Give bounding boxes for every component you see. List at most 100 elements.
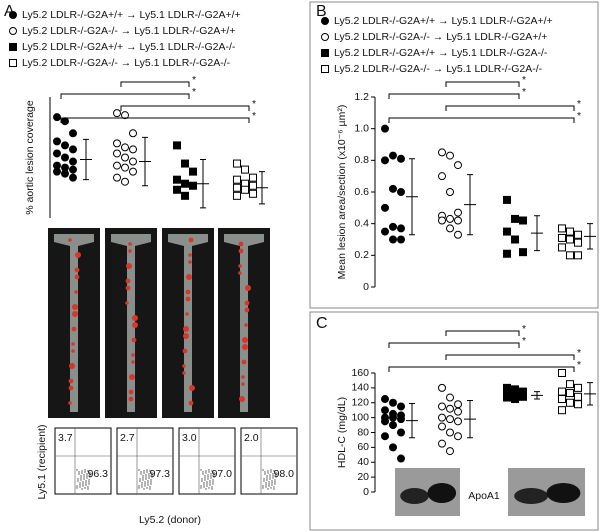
cell-dot	[143, 470, 145, 472]
cell-dot	[269, 476, 271, 478]
data-point	[511, 235, 519, 244]
cell-dot	[143, 488, 145, 490]
lesion-spot	[245, 285, 251, 291]
cell-dot	[274, 481, 276, 483]
data-point	[53, 167, 61, 176]
cell-dot	[140, 471, 142, 473]
significance-star: *	[577, 347, 581, 359]
cell-dot	[270, 469, 272, 471]
significance-star: *	[577, 98, 581, 110]
flow-lower-value: 96.3	[88, 468, 109, 480]
cell-dot	[81, 488, 83, 490]
lesion-spot	[182, 364, 186, 368]
cell-dot	[87, 470, 89, 472]
lesion-spot	[128, 249, 132, 253]
cell-dot	[270, 487, 272, 489]
cell-dot	[201, 478, 203, 480]
cell-dot	[204, 477, 206, 479]
lesion-spot	[182, 371, 186, 375]
legend-marker	[321, 65, 329, 73]
cell-dot	[210, 473, 212, 475]
lesion-spot	[182, 348, 188, 354]
inset-label: ApoA1	[468, 490, 500, 502]
data-point	[233, 183, 241, 192]
cell-dot	[267, 488, 269, 490]
cell-dot	[275, 476, 277, 478]
cell-dot	[203, 486, 205, 488]
cell-dot	[270, 471, 272, 473]
data-point	[233, 175, 241, 184]
lesion-spot	[188, 260, 192, 264]
lesion-spot	[188, 253, 192, 257]
cell-dot	[77, 480, 79, 482]
flow-upper-value: 2.7	[120, 432, 135, 444]
significance-bracket	[120, 105, 250, 111]
aorta-vessel	[224, 234, 264, 412]
data-point	[446, 393, 454, 402]
cell-dot	[81, 472, 83, 474]
data-point	[519, 216, 527, 225]
data-point	[438, 413, 446, 422]
lesion-spot	[74, 274, 80, 280]
data-point	[121, 111, 129, 120]
legend-label: Ly5.2 LDLR-/-G2A+/+ → Ly5.1 LDLR-/-G2A-/…	[22, 41, 236, 53]
lesion-spot	[183, 333, 189, 339]
legend-marker	[321, 17, 329, 25]
significance-bracket	[388, 93, 520, 99]
cell-dot	[263, 480, 265, 482]
mean-sd-bar	[406, 402, 418, 439]
cell-dot	[200, 469, 202, 471]
data-point	[438, 383, 446, 392]
lesion-spot	[128, 389, 134, 395]
significance-star: *	[252, 98, 256, 110]
significance-bracket	[60, 93, 190, 99]
data-point	[566, 380, 574, 389]
legend-marker	[321, 33, 329, 41]
cell-dot	[149, 470, 151, 472]
lesion-spot	[125, 301, 129, 305]
data-point	[129, 145, 137, 154]
data-point	[446, 447, 454, 456]
data-point	[446, 404, 454, 413]
cell-dot	[268, 485, 270, 487]
flow-plot	[240, 427, 298, 495]
cell-dot	[89, 472, 91, 474]
data-point	[438, 439, 446, 448]
cell-dot	[141, 484, 143, 486]
data-point	[173, 175, 181, 184]
cell-dot	[207, 476, 209, 478]
cell-dot	[212, 483, 214, 485]
cell-dot	[83, 476, 85, 478]
data-point	[129, 129, 137, 138]
cell-dot	[79, 486, 81, 488]
cell-dot	[146, 471, 148, 473]
data-point	[189, 167, 197, 176]
lesion-spot	[132, 322, 138, 328]
y-tick-label: 0.2	[354, 249, 369, 261]
data-point	[446, 214, 454, 223]
data-point	[389, 184, 397, 193]
data-point	[69, 165, 77, 174]
cell-dot	[202, 471, 204, 473]
cell-dot	[262, 485, 264, 487]
cell-dot	[145, 476, 147, 478]
cell-dot	[142, 475, 144, 477]
cell-dot	[151, 476, 153, 478]
data-point	[519, 392, 527, 401]
data-point	[381, 432, 389, 441]
cell-dot	[85, 484, 87, 486]
cell-dot	[138, 469, 140, 471]
data-point	[438, 402, 446, 411]
data-point	[381, 406, 389, 415]
cell-dot	[78, 473, 80, 475]
legend-marker	[9, 11, 17, 19]
cell-dot	[147, 482, 149, 484]
lesion-spot	[239, 396, 245, 402]
cell-dot	[212, 479, 214, 481]
mean-sd-bar	[531, 391, 543, 400]
cell-dot	[274, 483, 276, 485]
data-point	[446, 428, 454, 437]
blot-band	[427, 483, 457, 503]
data-point	[446, 224, 454, 233]
